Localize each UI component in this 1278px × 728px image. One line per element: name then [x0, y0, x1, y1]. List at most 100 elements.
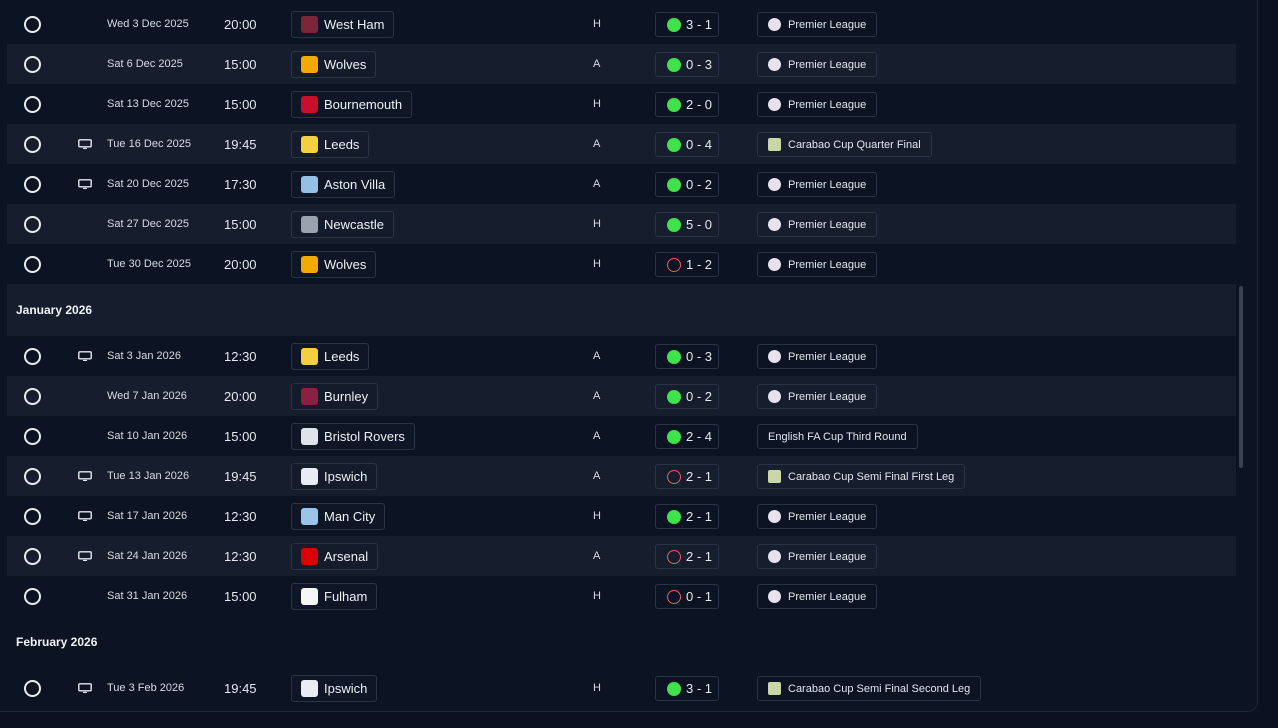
- select-checkbox[interactable]: [24, 348, 41, 365]
- competition-button[interactable]: Carabao Cup Quarter Final: [757, 132, 932, 157]
- result-button[interactable]: 2 - 1: [655, 464, 719, 489]
- result-button[interactable]: 2 - 4: [655, 424, 719, 449]
- fixture-date: Tue 13 Jan 2026: [107, 470, 190, 482]
- result-button[interactable]: 5 - 0: [655, 212, 719, 237]
- competition-button[interactable]: Premier League: [757, 52, 878, 77]
- fixture-row[interactable]: Sat 6 Dec 2025 15:00 Wolves A 0 - 3 Premier L…: [7, 44, 1236, 84]
- opponent-button[interactable]: Leeds: [291, 131, 370, 158]
- select-checkbox[interactable]: [24, 548, 41, 565]
- fixture-row[interactable]: Sat 31 Jan 2026 15:00 Fulham H 0 - 1 Premier …: [7, 576, 1236, 616]
- loss-indicator-icon: [667, 257, 681, 272]
- select-checkbox[interactable]: [24, 680, 41, 697]
- premier-league-icon: [768, 350, 781, 363]
- opponent-button[interactable]: Arsenal: [291, 543, 379, 570]
- competition-name: Premier League: [788, 58, 867, 71]
- opponent-button[interactable]: Wolves: [291, 251, 377, 278]
- opponent-button[interactable]: Bristol Rovers: [291, 423, 415, 450]
- competition-button[interactable]: Premier League: [757, 212, 878, 237]
- fixture-date: Sat 10 Jan 2026: [107, 430, 188, 442]
- result-button[interactable]: 2 - 1: [655, 504, 719, 529]
- opponent-button[interactable]: Ipswich: [291, 675, 378, 702]
- fixture-row[interactable]: Sat 24 Jan 2026 12:30 Arsenal A 2 - 1 Premier…: [7, 536, 1236, 576]
- select-checkbox[interactable]: [24, 428, 41, 445]
- result-button[interactable]: 0 - 2: [655, 172, 719, 197]
- competition-button[interactable]: Carabao Cup Semi Final Second Leg: [757, 676, 982, 701]
- opponent-button[interactable]: Newcastle: [291, 211, 394, 238]
- result-button[interactable]: 0 - 2: [655, 384, 719, 409]
- fixture-row[interactable]: Sat 10 Jan 2026 15:00 Bristol Rovers A 2 - 4…: [7, 416, 1236, 456]
- competition-name: Carabao Cup Semi Final Second Leg: [788, 682, 971, 695]
- competition-button[interactable]: Premier League: [757, 384, 878, 409]
- result-button[interactable]: 0 - 3: [655, 52, 719, 77]
- venue: H: [593, 258, 601, 270]
- opponent-button[interactable]: Man City: [291, 503, 386, 530]
- fixture-time: 20:00: [224, 256, 257, 272]
- competition-button[interactable]: English FA Cup Third Round: [757, 424, 918, 449]
- select-checkbox[interactable]: [24, 16, 41, 33]
- result-button[interactable]: 3 - 1: [655, 676, 719, 701]
- competition-button[interactable]: Premier League: [757, 172, 878, 197]
- select-checkbox[interactable]: [24, 136, 41, 153]
- score: 2 - 0: [686, 97, 713, 112]
- fixtures-block-january: Sat 3 Jan 2026 12:30 Leeds A 0 - 3 Premier Le…: [7, 336, 1236, 616]
- opponent-button[interactable]: Aston Villa: [291, 171, 396, 198]
- competition-name: Premier League: [788, 350, 867, 363]
- opponent-name: Wolves: [324, 57, 367, 72]
- score: 0 - 2: [686, 177, 713, 192]
- select-checkbox[interactable]: [24, 388, 41, 405]
- select-checkbox[interactable]: [24, 256, 41, 273]
- fixture-row[interactable]: Wed 3 Dec 2025 20:00 West Ham H 3 - 1 Premier…: [7, 4, 1236, 44]
- competition-button[interactable]: Premier League: [757, 544, 878, 569]
- select-checkbox[interactable]: [24, 96, 41, 113]
- fixture-row[interactable]: Sat 3 Jan 2026 12:30 Leeds A 0 - 3 Premier Le…: [7, 336, 1236, 376]
- result-button[interactable]: 0 - 4: [655, 132, 719, 157]
- select-checkbox[interactable]: [24, 508, 41, 525]
- score: 5 - 0: [686, 217, 713, 232]
- fixture-row[interactable]: Tue 3 Feb 2026 19:45 Ipswich H 3 - 1 Carabao …: [7, 668, 1236, 708]
- competition-button[interactable]: Premier League: [757, 252, 878, 277]
- fixture-row[interactable]: Sat 20 Dec 2025 17:30 Aston Villa A 0 - 2 Pre…: [7, 164, 1236, 204]
- opponent-name: Leeds: [324, 137, 360, 152]
- competition-button[interactable]: Carabao Cup Semi Final First Leg: [757, 464, 966, 489]
- result-button[interactable]: 0 - 3: [655, 344, 719, 369]
- premier-league-icon: [768, 550, 781, 563]
- select-checkbox[interactable]: [24, 176, 41, 193]
- opponent-button[interactable]: Wolves: [291, 51, 377, 78]
- result-button[interactable]: 0 - 1: [655, 584, 719, 609]
- opponent-button[interactable]: Bournemouth: [291, 91, 413, 118]
- competition-name: Premier League: [788, 218, 867, 231]
- competition-button[interactable]: Premier League: [757, 344, 878, 369]
- result-button[interactable]: 1 - 2: [655, 252, 719, 277]
- fixture-row[interactable]: Tue 16 Dec 2025 19:45 Leeds A 0 - 4 Carabao C…: [7, 124, 1236, 164]
- fixture-row[interactable]: Wed 7 Jan 2026 20:00 Burnley A 0 - 2 Premier …: [7, 376, 1236, 416]
- venue: H: [593, 590, 601, 602]
- select-checkbox[interactable]: [24, 468, 41, 485]
- fixture-row[interactable]: Tue 13 Jan 2026 19:45 Ipswich A 2 - 1 Carabao…: [7, 456, 1236, 496]
- competition-button[interactable]: Premier League: [757, 584, 878, 609]
- result-button[interactable]: 2 - 1: [655, 544, 719, 569]
- premier-league-icon: [768, 58, 781, 71]
- result-button[interactable]: 3 - 1: [655, 12, 719, 37]
- score: 1 - 2: [686, 257, 713, 272]
- fixture-row[interactable]: Tue 30 Dec 2025 20:00 Wolves H 1 - 2 Premier …: [7, 244, 1236, 284]
- opponent-button[interactable]: Fulham: [291, 583, 378, 610]
- opponent-button[interactable]: Ipswich: [291, 463, 378, 490]
- competition-button[interactable]: Premier League: [757, 12, 878, 37]
- select-checkbox[interactable]: [24, 216, 41, 233]
- scrollbar-thumb[interactable]: [1239, 286, 1243, 468]
- carabao-cup-icon: [768, 470, 781, 483]
- opponent-name: Burnley: [324, 389, 369, 404]
- fixture-time: 20:00: [224, 16, 257, 32]
- competition-button[interactable]: Premier League: [757, 92, 878, 117]
- opponent-button[interactable]: West Ham: [291, 11, 395, 38]
- competition-button[interactable]: Premier League: [757, 504, 878, 529]
- opponent-button[interactable]: Leeds: [291, 343, 370, 370]
- select-checkbox[interactable]: [24, 588, 41, 605]
- fixture-date: Tue 3 Feb 2026: [107, 682, 185, 694]
- fixture-row[interactable]: Sat 13 Dec 2025 15:00 Bournemouth H 2 - 0 Pre…: [7, 84, 1236, 124]
- opponent-button[interactable]: Burnley: [291, 383, 379, 410]
- fixture-row[interactable]: Sat 27 Dec 2025 15:00 Newcastle H 5 - 0 Premi…: [7, 204, 1236, 244]
- select-checkbox[interactable]: [24, 56, 41, 73]
- fixture-row[interactable]: Sat 17 Jan 2026 12:30 Man City H 2 - 1 Premie…: [7, 496, 1236, 536]
- result-button[interactable]: 2 - 0: [655, 92, 719, 117]
